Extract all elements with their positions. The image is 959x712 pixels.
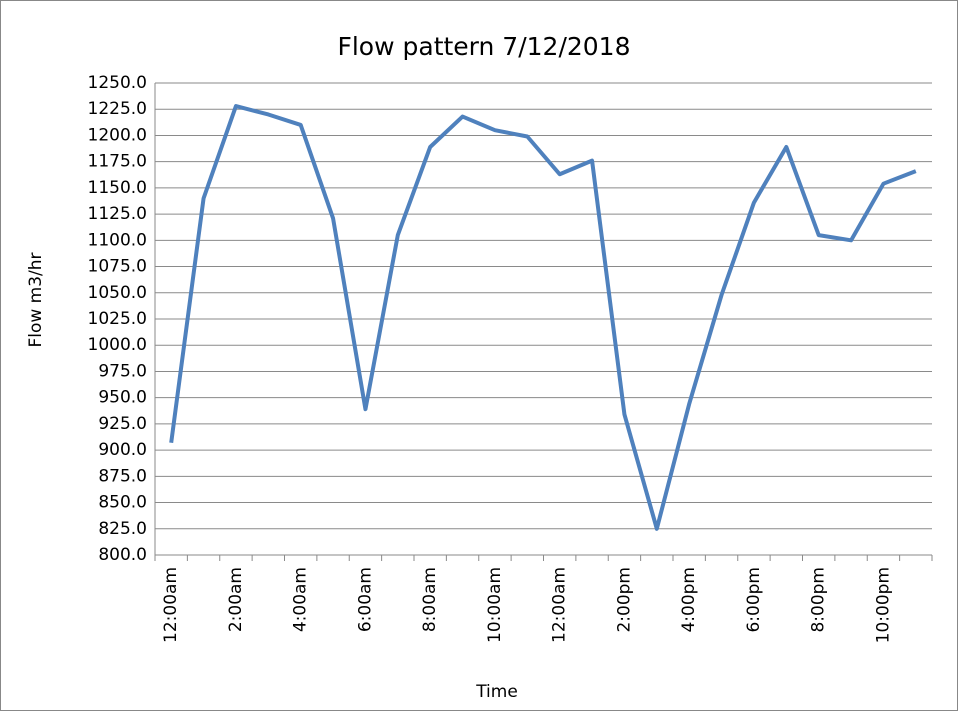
x-tick-label: 10:00pm: [873, 567, 893, 643]
y-tick-label: 875.0: [98, 466, 147, 486]
y-tick-label: 1075.0: [88, 257, 147, 277]
x-tick-label: 8:00pm: [809, 567, 829, 633]
y-tick-label: 1225.0: [88, 99, 147, 119]
data-line: [169, 104, 917, 531]
y-tick-label: 950.0: [98, 388, 147, 408]
x-tick-label: 10:00am: [485, 567, 505, 643]
x-tick-label: 6:00pm: [744, 567, 764, 633]
y-tick-label: 1000.0: [88, 335, 147, 355]
x-tick-label: 8:00am: [420, 567, 440, 632]
x-tick-label: 2:00am: [226, 567, 246, 632]
y-tick-label: 1150.0: [88, 178, 147, 198]
x-tick-label: 12:00am: [161, 567, 181, 643]
y-tick-label: 975.0: [98, 361, 147, 381]
x-tick-label: 4:00pm: [679, 567, 699, 633]
x-tick-label: 4:00am: [291, 567, 311, 632]
y-tick-label: 800.0: [98, 545, 147, 565]
y-tick-label: 1050.0: [88, 283, 147, 303]
x-axis-label: Time: [475, 682, 518, 702]
y-tick-label: 1250.0: [88, 73, 147, 93]
x-tick-label: 6:00am: [355, 567, 375, 632]
x-tick-label: 2:00pm: [614, 567, 634, 633]
y-tick-label: 1125.0: [88, 204, 147, 224]
y-tick-label: 850.0: [98, 493, 147, 513]
y-tick-label: 1175.0: [88, 152, 147, 172]
chart-title: Flow pattern 7/12/2018: [337, 32, 630, 61]
y-tick-label: 900.0: [98, 440, 147, 460]
y-tick-label: 925.0: [98, 414, 147, 434]
y-tick-label: 1100.0: [88, 230, 147, 250]
y-tick-label: 1200.0: [88, 125, 147, 145]
y-axis-label: Flow m3/hr: [26, 252, 46, 347]
x-tick-label: 12:00am: [550, 567, 570, 643]
y-tick-label: 1025.0: [88, 309, 147, 329]
y-tick-label: 825.0: [98, 519, 147, 539]
